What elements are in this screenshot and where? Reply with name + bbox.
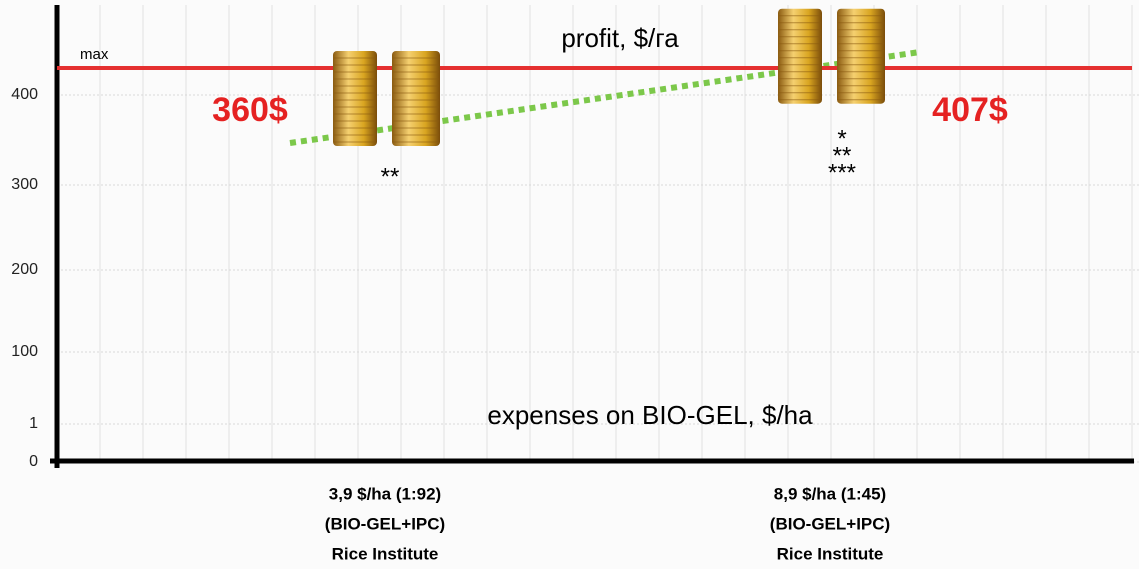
y-tick-label: 400 bbox=[11, 86, 38, 103]
value-label: 407$ bbox=[932, 91, 1008, 129]
chart: profit, $/га expenses on BIO-GEL, $/ha 0… bbox=[0, 0, 1139, 569]
y-tick-label: 100 bbox=[11, 343, 38, 360]
category-note: Rice Institute bbox=[777, 544, 884, 563]
category-note: Rice Institute bbox=[332, 544, 439, 563]
y-tick-label: 200 bbox=[11, 261, 38, 278]
background bbox=[0, 0, 1139, 569]
stars: *** bbox=[828, 159, 856, 186]
y-tick-label: 0 bbox=[29, 453, 38, 470]
stars: ** bbox=[381, 163, 400, 190]
chart-title: profit, $/га bbox=[561, 23, 679, 53]
x-axis-label: expenses on BIO-GEL, $/ha bbox=[487, 400, 813, 430]
y-tick-label: 1 bbox=[29, 415, 38, 432]
y-tick-label: 300 bbox=[11, 176, 38, 193]
value-label: 360$ bbox=[212, 91, 288, 129]
category-note: (BIO-GEL+IPC) bbox=[770, 514, 890, 533]
max-label: max bbox=[80, 46, 109, 63]
x-tick-label: 8,9 $/ha (1:45) bbox=[774, 484, 886, 503]
x-tick-label: 3,9 $/ha (1:92) bbox=[329, 484, 441, 503]
category-note: (BIO-GEL+IPC) bbox=[325, 514, 445, 533]
